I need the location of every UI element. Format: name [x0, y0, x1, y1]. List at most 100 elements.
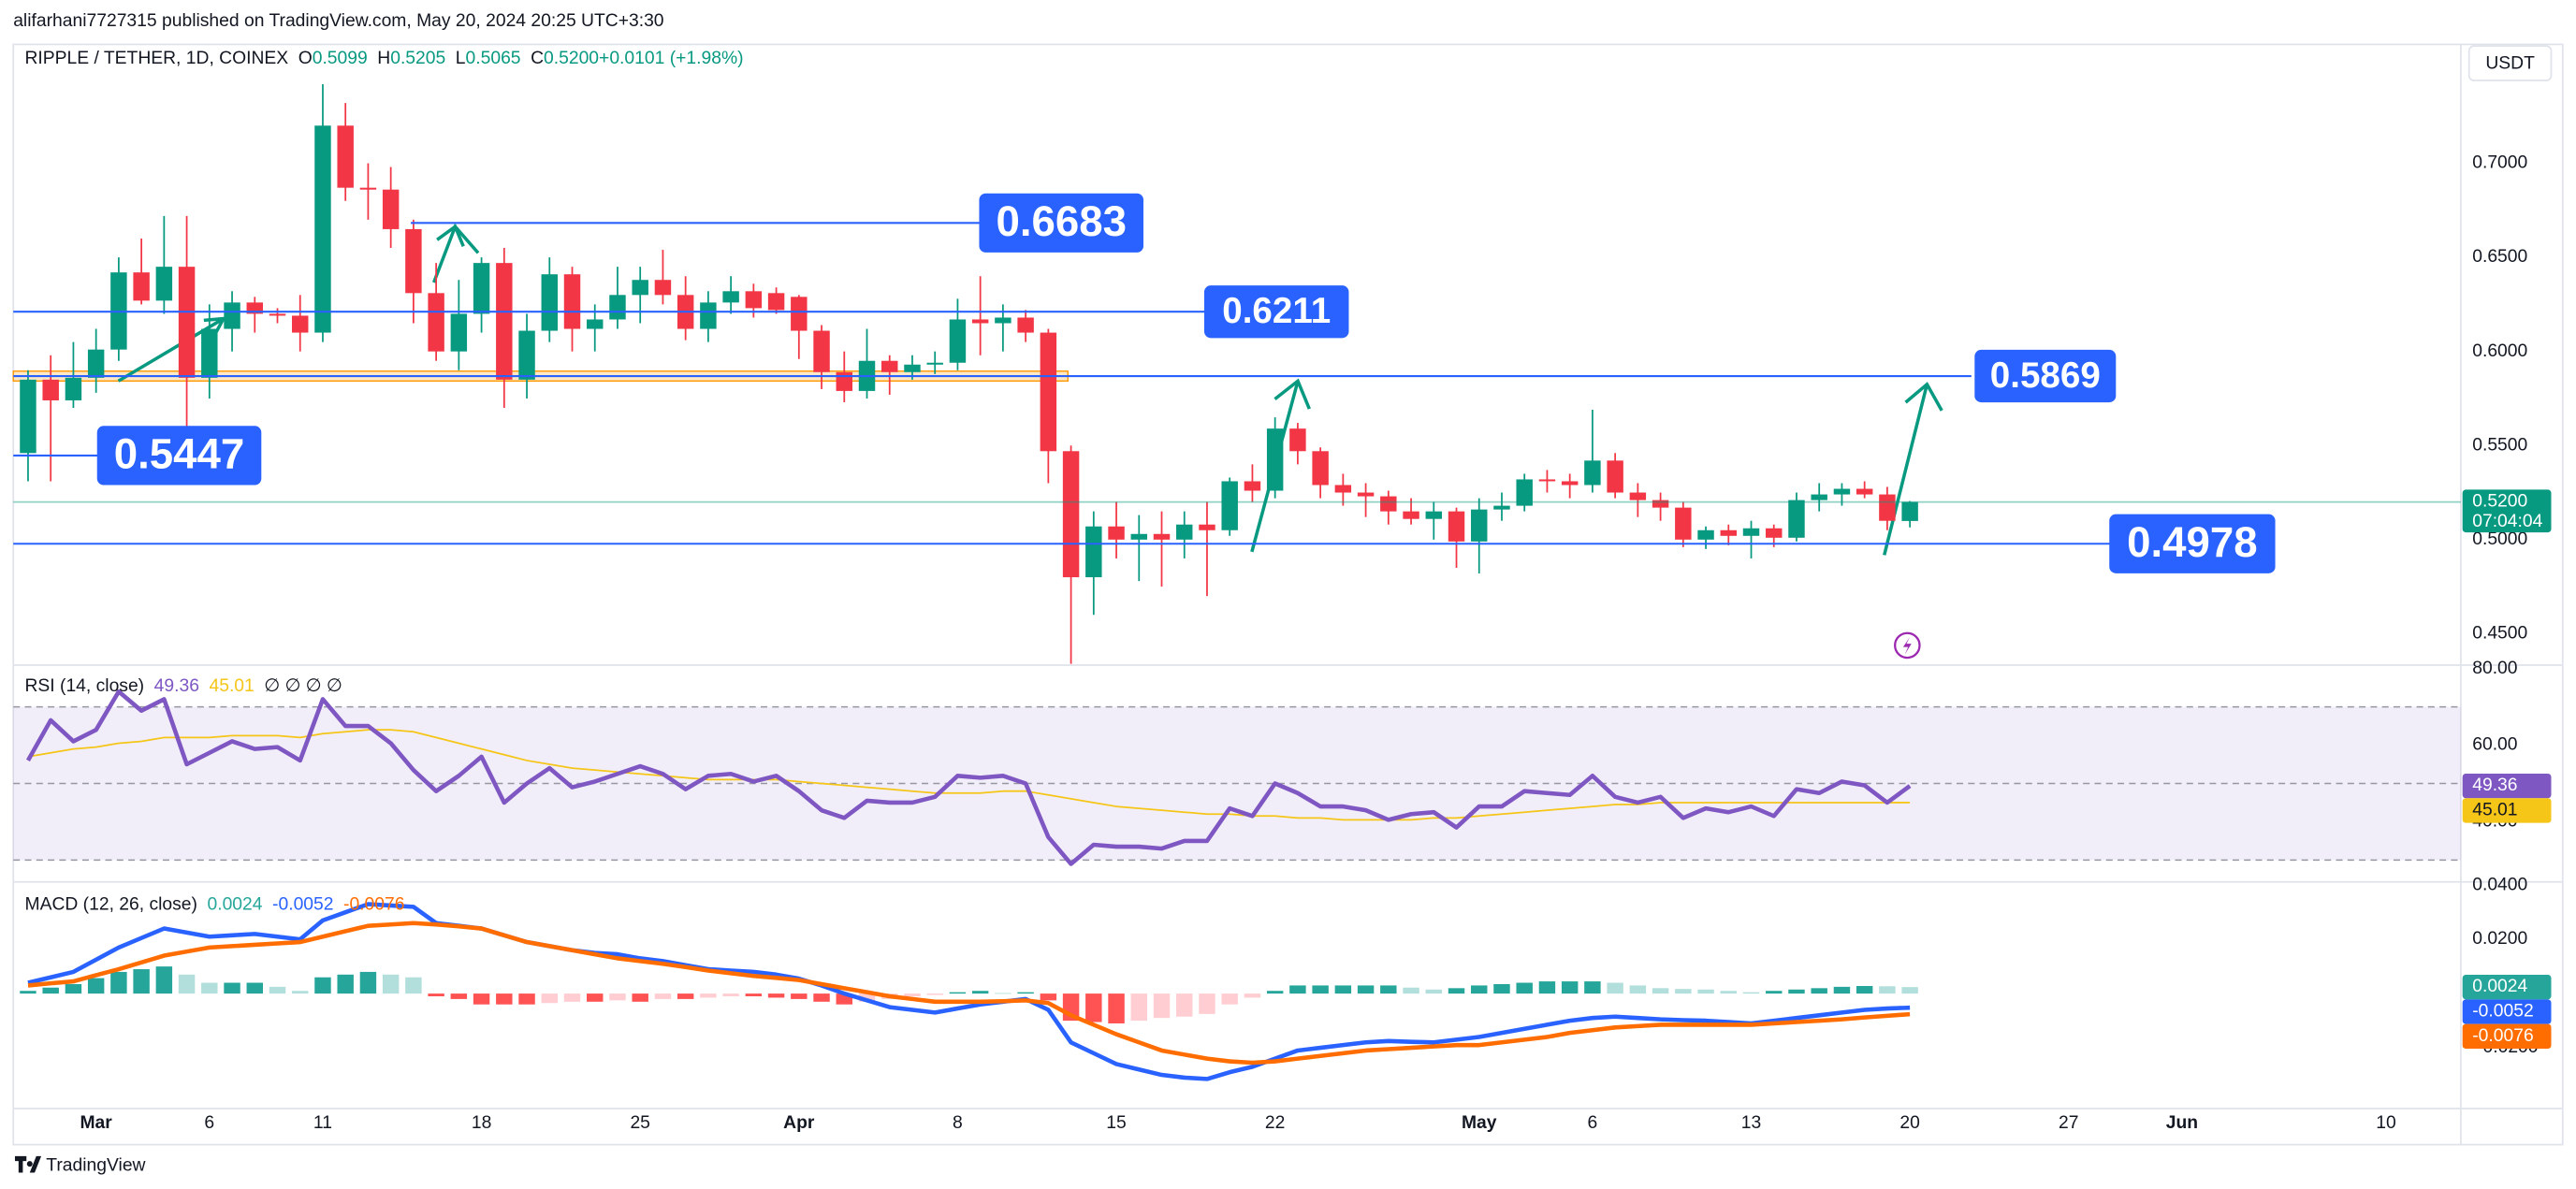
candle-body [382, 189, 400, 229]
legend-key: C [531, 49, 544, 68]
x-tick-label: 20 [1899, 1113, 1919, 1133]
histogram-bar [1856, 985, 1873, 994]
legend: RSI (14, close) 49.36 45.01 ∅ ∅ ∅ ∅ [25, 676, 342, 696]
candle-body [133, 272, 150, 301]
histogram-bar [1289, 985, 1306, 994]
y-tick-label: 0.7000 [2472, 153, 2527, 173]
candle-body [1561, 481, 1579, 486]
histogram-bar [677, 993, 694, 999]
histogram-bar [1652, 988, 1669, 994]
candle-body [337, 125, 354, 188]
histogram-bar [1334, 985, 1352, 994]
macd [20, 902, 1918, 1081]
y-tick-label: 60.00 [2472, 735, 2517, 755]
histogram-bar [1108, 993, 1125, 1023]
histogram-bar [1720, 991, 1738, 994]
histogram-bar [1538, 981, 1556, 994]
histogram-bar [1471, 985, 1488, 994]
brand-name: TradingView [46, 1156, 145, 1176]
histogram-bar [587, 993, 604, 1002]
candle-body [20, 379, 36, 454]
brand-logo [14, 1155, 42, 1173]
histogram-bar [1244, 993, 1261, 998]
candle-body [881, 360, 898, 372]
level-label: 0.4978 [2127, 518, 2258, 566]
candle-body [1153, 533, 1171, 540]
arrows [117, 223, 1943, 556]
legend-value: -0.0076 [343, 894, 404, 914]
histogram-bar [1788, 989, 1805, 994]
histogram-bar [87, 978, 105, 994]
histogram-bar [1833, 986, 1851, 994]
candle-body [609, 295, 626, 320]
candle-body [1017, 317, 1034, 333]
candle-body [1675, 507, 1692, 540]
y-tick-label: 0.0400 [2472, 875, 2527, 894]
x-tick-label: 22 [1265, 1113, 1285, 1133]
rsi-value-label: 49.36 [2472, 776, 2517, 795]
histogram-bar [1266, 991, 1284, 994]
candle-body [836, 371, 853, 391]
candle-body [1901, 501, 1918, 521]
candle-body [971, 319, 989, 324]
macd-value-label: -0.0052 [2472, 1002, 2533, 1022]
legend-extra: ∅ ∅ ∅ ∅ [264, 676, 342, 696]
level-label: 0.6211 [1222, 291, 1331, 331]
event-icon-bolt [1902, 637, 1912, 655]
histogram-bar [1176, 993, 1193, 1017]
legend: MACD (12, 26, close) 0.0024 -0.0052 -0.0076 [25, 894, 405, 914]
x-tick-label: 25 [630, 1113, 649, 1133]
histogram-bar [359, 971, 377, 994]
candle-body [791, 297, 808, 331]
histogram-bar [314, 977, 331, 994]
candle-body [1629, 492, 1647, 500]
arrow-head [436, 224, 465, 248]
candle-body [155, 267, 173, 301]
legend-value: 45.01 [209, 676, 254, 696]
currency-button[interactable] [2467, 45, 2553, 81]
candle-body [65, 377, 82, 400]
histogram-bar [1493, 983, 1510, 994]
candle-body [269, 313, 286, 316]
histogram-bar [1448, 988, 1465, 994]
last-price-label-extra: 07:04:04 [2472, 512, 2542, 531]
histogram-bar [1221, 993, 1238, 1005]
histogram-bar [1879, 986, 1896, 994]
candle-body [700, 302, 717, 329]
candle-body [314, 125, 331, 333]
candle-body [428, 293, 444, 352]
macd-value-label-bg [2462, 999, 2552, 1024]
rsi-line [25, 689, 1912, 866]
histogram-bar [609, 993, 626, 1001]
candles [20, 84, 1918, 664]
macd-value-label: -0.0076 [2472, 1026, 2533, 1046]
histogram-bar [1312, 985, 1329, 994]
candle-body [1199, 524, 1215, 530]
y-tick-label: 80.00 [2472, 659, 2517, 678]
histogram-bar [791, 993, 808, 999]
histogram-bar [767, 993, 785, 998]
candle-body [767, 293, 785, 311]
histogram-bar [654, 993, 672, 999]
histogram-bar [224, 982, 240, 994]
legend-value: 0.5065 [466, 49, 521, 68]
candle-body [496, 263, 513, 380]
histogram-bar [1766, 991, 1783, 994]
y-tick-label: 0.6500 [2472, 247, 2527, 267]
histogram-bar [858, 993, 876, 1002]
histogram-bar [496, 993, 513, 1005]
histogram-bar [836, 993, 853, 1005]
candle-body [1062, 451, 1080, 578]
candle-body [949, 319, 967, 363]
candle-body [813, 330, 830, 372]
candle-body [1266, 428, 1284, 491]
candle-body [1879, 494, 1896, 521]
x-tick-label: Jun [2166, 1113, 2198, 1133]
candle-body [1312, 451, 1329, 486]
arrow-head [1904, 382, 1943, 412]
macd-value-label-bg [2462, 974, 2552, 1000]
histogram-bar [1085, 993, 1102, 1022]
level-box [979, 193, 1144, 253]
candle-body [1244, 481, 1261, 491]
